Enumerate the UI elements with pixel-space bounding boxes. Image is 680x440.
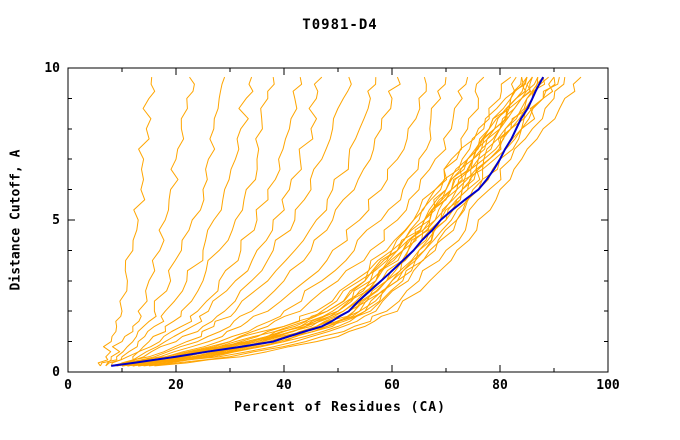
x-tick-label: 80 <box>492 378 508 393</box>
x-tick-label: 60 <box>384 378 400 393</box>
y-tick-label: 5 <box>52 213 60 228</box>
y-tick-label: 0 <box>52 365 60 380</box>
x-axis-label: Percent of Residues (CA) <box>234 400 446 415</box>
y-tick-label: 10 <box>44 61 60 76</box>
x-tick-label: 20 <box>168 378 184 393</box>
x-tick-label: 40 <box>276 378 292 393</box>
x-tick-label: 0 <box>64 378 72 393</box>
x-tick-label: 100 <box>596 378 620 393</box>
chart-title: T0981-D4 <box>302 17 378 33</box>
